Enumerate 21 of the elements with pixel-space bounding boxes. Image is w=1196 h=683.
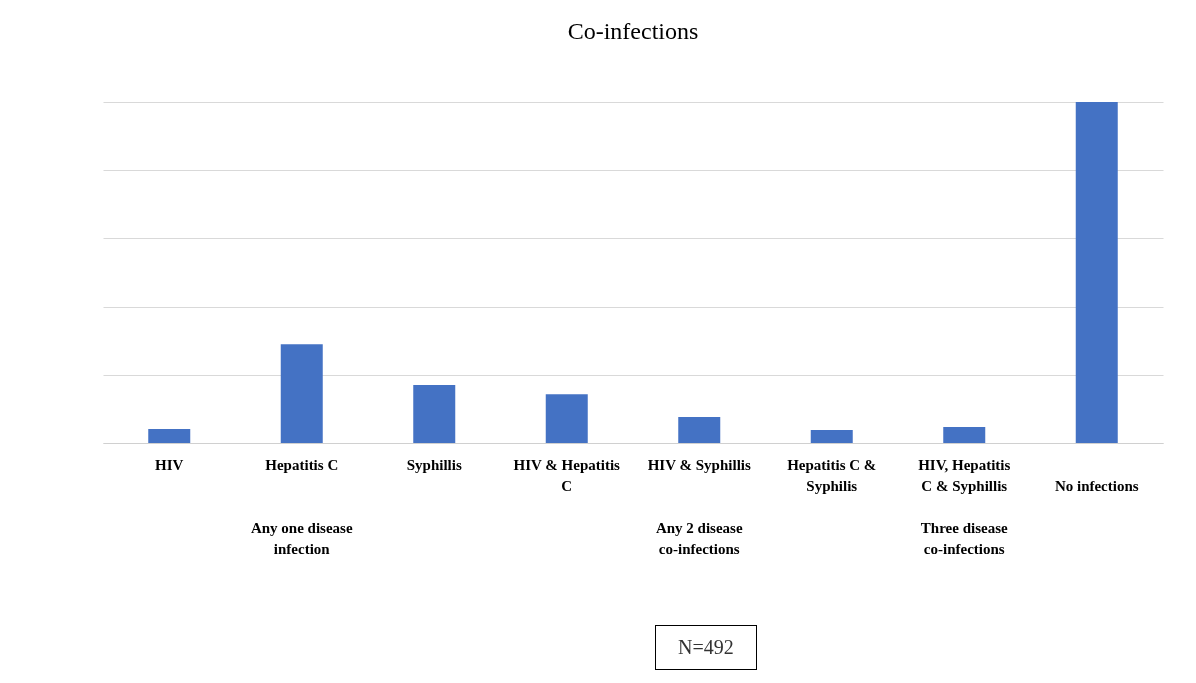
x-tick-label: Syphillis xyxy=(406,456,462,473)
bar xyxy=(943,426,986,443)
bar xyxy=(678,417,721,443)
x-tick-label: Hepatitis C xyxy=(265,456,339,473)
x-tick-label: Hepatitis C & Syphilis xyxy=(787,456,877,494)
x-tick-label: No infections xyxy=(1054,477,1139,494)
bar xyxy=(810,430,853,443)
text: N=492 xyxy=(655,625,757,670)
x-tick-label: HIV & Syphillis xyxy=(647,456,751,473)
bar xyxy=(148,429,191,443)
bar xyxy=(413,385,456,443)
bar xyxy=(545,394,588,443)
text: Any one disease infection xyxy=(250,520,353,557)
text: Three disease co-infections xyxy=(920,520,1008,557)
bar xyxy=(280,344,323,443)
x-tick-label: HIV xyxy=(155,456,184,473)
x-tick-label: HIV & Hepatitis C xyxy=(513,456,621,494)
x-tick-label: HIV, Hepatitis C & Syphillis xyxy=(918,456,1011,494)
bar xyxy=(1075,102,1118,443)
text: Any 2 disease co-infections xyxy=(655,520,743,557)
chart-title: Co-infections xyxy=(567,18,699,44)
